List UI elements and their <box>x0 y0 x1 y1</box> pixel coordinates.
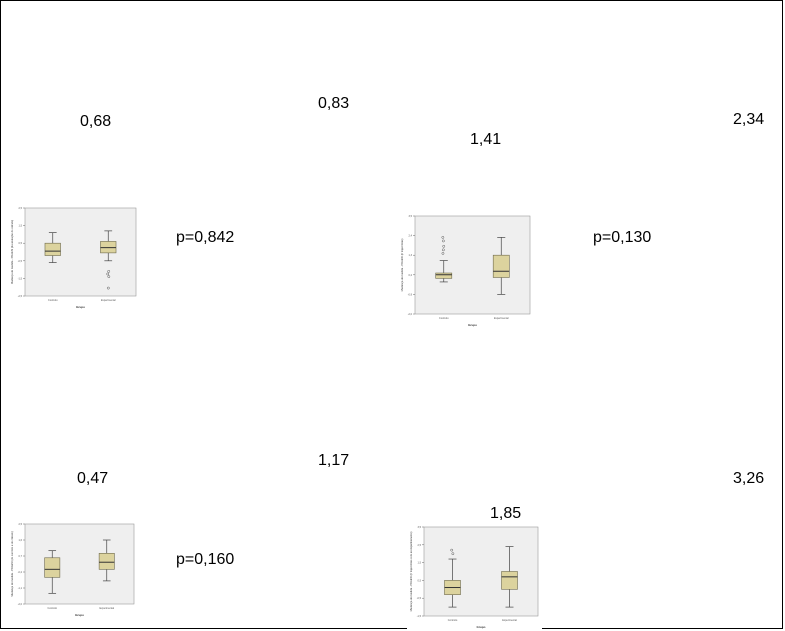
x-tick-label: Experimental <box>494 317 509 320</box>
y-tick-label: -1,5 <box>417 615 422 618</box>
plot-area <box>25 524 134 604</box>
x-tick-label: Experimental <box>99 607 114 610</box>
y-tick-label: 1,3 <box>409 254 413 257</box>
plot-area <box>415 216 530 314</box>
y-tick-label: -2,5 <box>18 295 23 298</box>
y-tick-label: -1,5 <box>18 277 23 280</box>
y-axis-label: Mudança de medida - PRAESI (do controlo … <box>10 531 14 596</box>
value-label-5: 0,47 <box>77 470 108 488</box>
y-tick-label: -0,9 <box>408 293 413 296</box>
x-tick-label: Controlo <box>439 317 449 320</box>
y-tick-label: 1,5 <box>418 562 422 565</box>
y-tick-label: 0,2 <box>409 274 413 277</box>
y-tick-label: 0,7 <box>19 555 23 558</box>
x-tick-label: Controlo <box>448 619 458 622</box>
value-label-8: 3,26 <box>733 470 764 488</box>
y-axis-label: Mudança de medida - PRAESI (da anulação … <box>10 220 14 284</box>
box <box>493 255 509 277</box>
box <box>502 572 518 590</box>
x-tick-label: Controlo <box>48 299 58 302</box>
y-tick-label: 0,5 <box>418 579 422 582</box>
box <box>45 558 60 578</box>
y-tick-label: 1,5 <box>19 225 23 228</box>
y-tick-label: 3,5 <box>418 526 422 529</box>
y-axis-label: Mudança de medida - PRAESI (ir trajectór… <box>400 239 404 292</box>
y-tick-label: -0,5 <box>417 597 422 600</box>
y-axis-label: Mudança de medida - PRAESI (ir trajectór… <box>409 532 413 612</box>
x-tick-label: Controlo <box>48 607 58 610</box>
value-label-3: 1,41 <box>470 131 501 149</box>
y-tick-label: -0,2 <box>18 571 23 574</box>
x-axis-label: Grupo <box>75 613 84 617</box>
y-tick-label: 0,5 <box>19 242 23 245</box>
boxplot-3: -2,0 -1,1 -0,2 0,7 1,6 2,5 Mudança de medida -… <box>8 520 138 618</box>
x-tick-label: Experimental <box>101 299 116 302</box>
x-axis-label: Grupo <box>477 625 486 629</box>
y-tick-label: -2,0 <box>18 603 23 606</box>
value-label-2: 0,83 <box>318 95 349 113</box>
y-tick-label: -0,5 <box>18 260 23 263</box>
y-tick-label: 2,4 <box>409 235 413 238</box>
p-value-3: p=0,160 <box>176 551 234 569</box>
value-label-7: 1,85 <box>490 505 521 523</box>
box <box>45 243 61 255</box>
y-tick-label: -2,0 <box>408 313 413 316</box>
x-axis-label: Grupo <box>468 323 477 327</box>
boxplot-4: -1,5 -0,5 0,5 1,5 2,5 3,5 Mudança de medida - … <box>407 523 542 630</box>
x-tick-label: Experimental <box>502 619 517 622</box>
y-tick-label: 1,6 <box>19 539 23 542</box>
plot-area <box>25 208 136 296</box>
x-axis-label: Grupo <box>76 305 85 309</box>
value-label-6: 1,17 <box>318 452 349 470</box>
boxplot-2: -2,0 -0,9 0,2 1,3 2,4 3,5 Mudança de medida - … <box>398 212 534 328</box>
boxplot-1: -2,5 -1,5 -0,5 0,5 1,5 2,5 Mudança de medida -… <box>8 204 140 310</box>
plot-area <box>424 527 538 616</box>
y-tick-label: 2,5 <box>418 544 422 547</box>
y-tick-label: 2,5 <box>19 207 23 210</box>
value-label-1: 0,68 <box>80 113 111 131</box>
y-tick-label: 3,5 <box>409 215 413 218</box>
p-value-1: p=0,842 <box>176 229 234 247</box>
y-tick-label: -1,1 <box>18 587 23 590</box>
box <box>436 273 452 278</box>
box <box>99 553 114 569</box>
y-tick-label: 2,5 <box>19 523 23 526</box>
value-label-4: 2,34 <box>733 111 764 129</box>
p-value-2: p=0,130 <box>593 229 651 247</box>
